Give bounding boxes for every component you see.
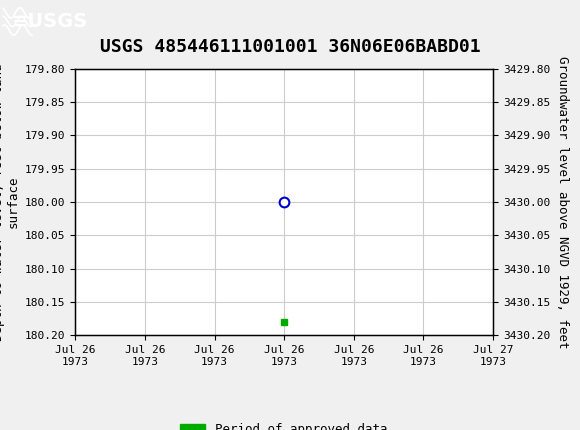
Legend: Period of approved data: Period of approved data: [176, 418, 393, 430]
Y-axis label: Groundwater level above NGVD 1929, feet: Groundwater level above NGVD 1929, feet: [556, 56, 568, 348]
Text: ≡USGS: ≡USGS: [12, 12, 88, 31]
Y-axis label: Depth to water level, feet below land
surface: Depth to water level, feet below land su…: [0, 63, 20, 341]
Text: USGS 485446111001001 36N06E06BABD01: USGS 485446111001001 36N06E06BABD01: [100, 38, 480, 56]
